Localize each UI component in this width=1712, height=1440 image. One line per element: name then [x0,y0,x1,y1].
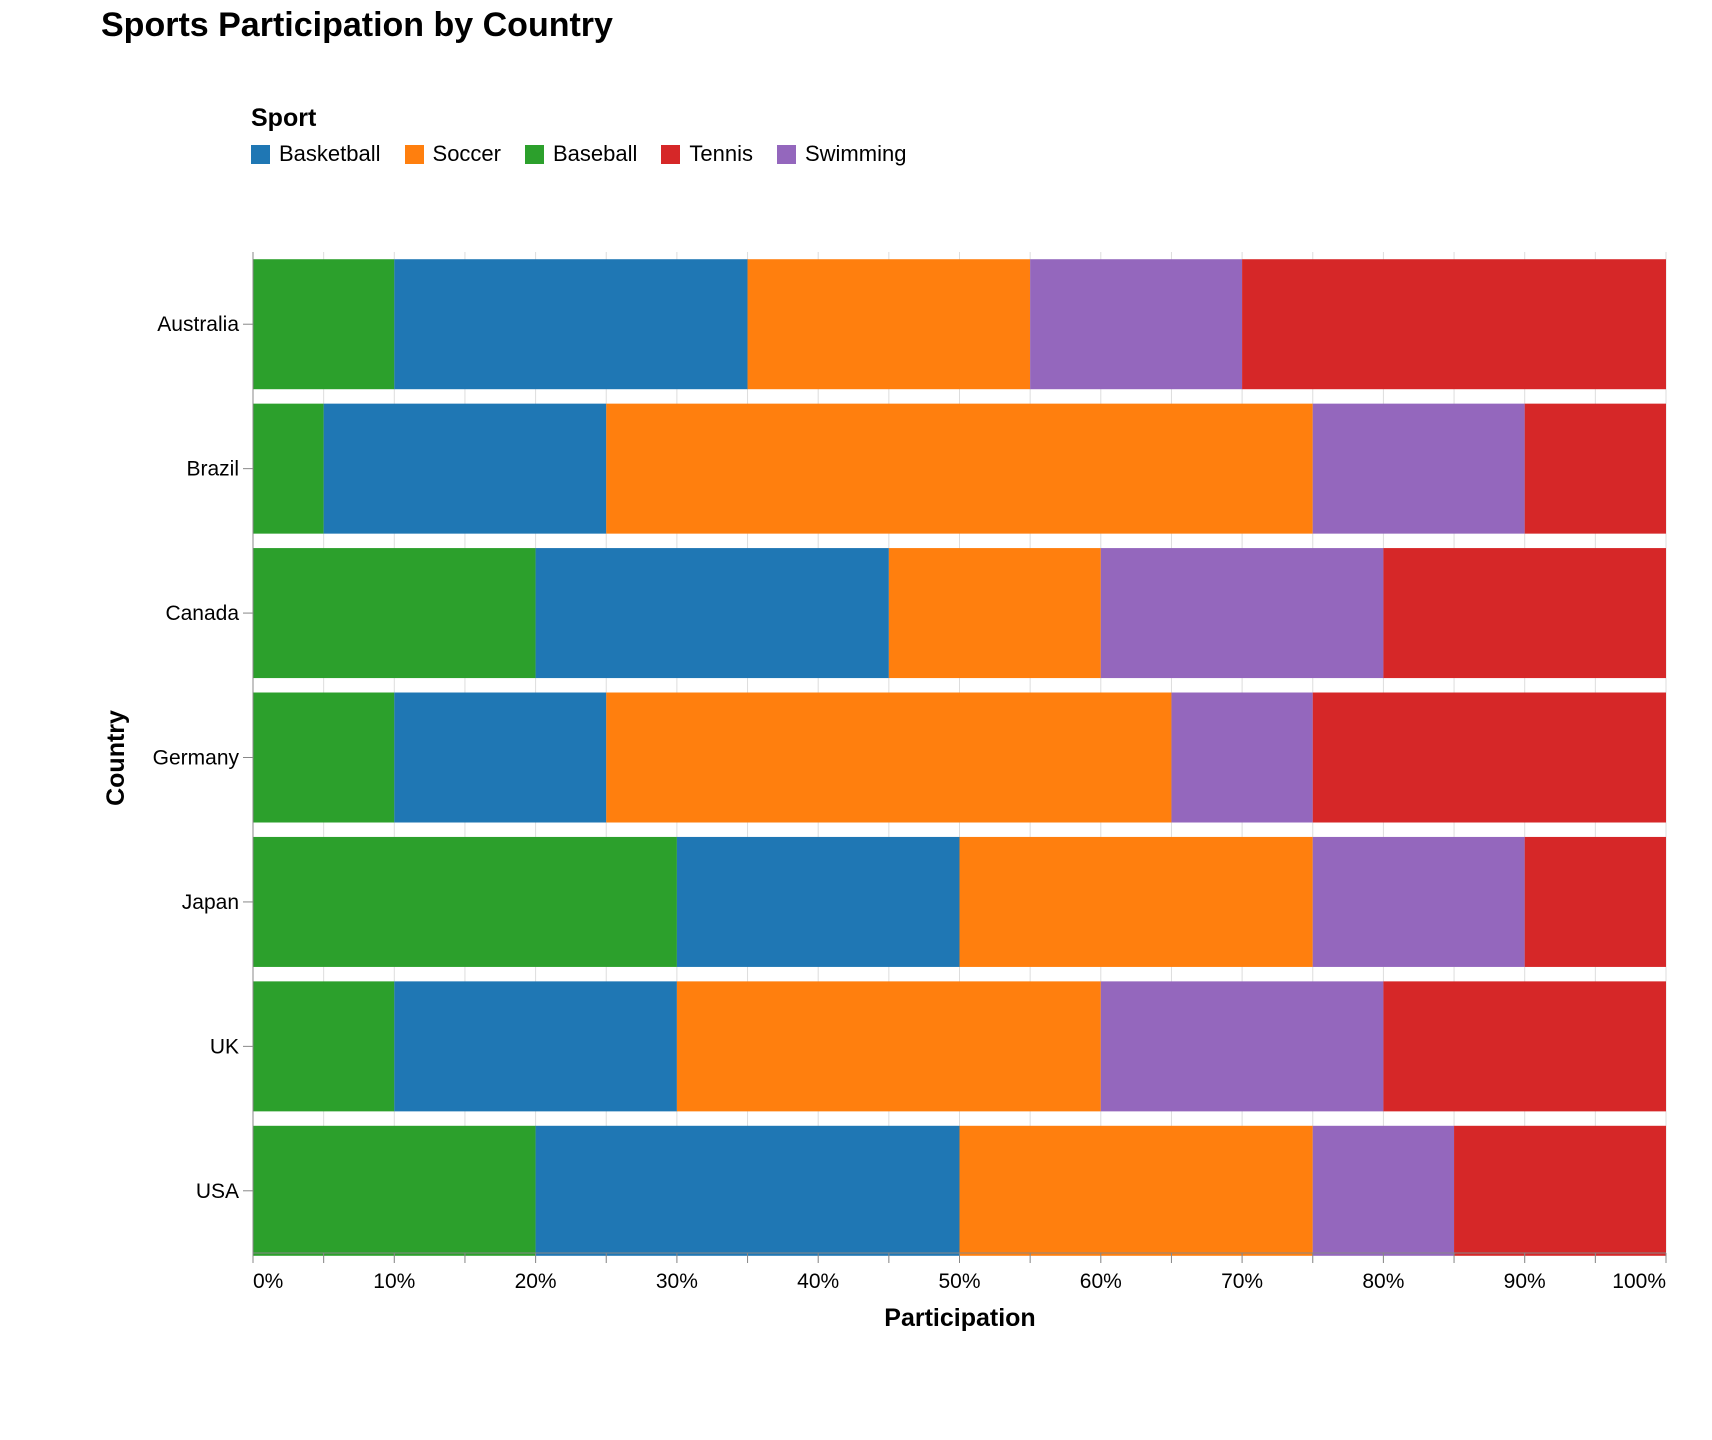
x-tick-label: 50% [938,1270,980,1293]
x-tick-label: 100% [1612,1270,1666,1293]
bar-canada-tennis [1383,548,1666,679]
bar-germany-tennis [1312,692,1666,823]
chart-title: Sports Participation by Country [101,6,613,44]
bar-brazil-basketball [323,403,607,534]
bar-australia-baseball [253,259,395,390]
bar-australia-basketball [394,259,748,390]
legend-label: Swimming [804,141,907,166]
bar-japan-basketball [676,836,960,967]
bar-brazil-swimming [1312,403,1525,534]
bar-brazil-tennis [1524,403,1666,534]
x-axis-title: Participation [884,1304,1035,1332]
legend-item-soccer: Soccer [404,141,501,167]
bar-usa-soccer [959,1125,1313,1256]
y-tick-label: Brazil [186,458,239,481]
x-tick-label: 70% [1221,1270,1263,1293]
y-tick-label: Canada [165,602,239,625]
bar-usa-baseball [253,1125,536,1256]
y-axis-title: Country [102,710,130,806]
legend: Sport Basketball Soccer Baseball Tennis Swim… [251,104,930,167]
legend-title: Sport [251,104,317,132]
legend-swatch [661,144,681,164]
y-tick-label: USA [196,1180,239,1203]
x-tick-label: 20% [515,1270,557,1293]
bars-layer [253,259,1666,1256]
legend-label: Soccer [432,141,501,166]
bar-uk-baseball [253,981,395,1112]
x-tick-label: 90% [1504,1270,1546,1293]
bar-brazil-baseball [253,403,324,534]
y-tick-label: Australia [157,313,239,336]
y-tick-label: Japan [182,891,239,914]
bar-uk-swimming [1100,981,1384,1112]
x-tick-label: 0% [253,1270,283,1293]
bar-uk-soccer [676,981,1101,1112]
legend-items: Basketball Soccer Baseball Tennis Swimming [251,141,930,167]
legend-item-basketball: Basketball [251,141,381,167]
legend-item-baseball: Baseball [525,141,637,167]
bar-japan-swimming [1312,836,1525,967]
bar-germany-soccer [606,692,1172,823]
legend-label: Tennis [689,141,753,166]
bar-canada-baseball [253,548,536,679]
axis-layer: Australia Brazil Canada Germany Japan UK USA 0%… [153,252,1667,1293]
bar-japan-tennis [1524,836,1666,967]
legend-swatch [251,144,270,164]
legend-swatch [525,144,544,164]
bar-germany-basketball [394,692,607,823]
bar-usa-basketball [535,1125,960,1256]
bar-australia-soccer [747,259,1031,390]
x-tick-label: 40% [797,1270,839,1293]
bar-canada-basketball [535,548,889,679]
bar-canada-swimming [1100,548,1384,679]
bar-usa-tennis [1454,1125,1666,1256]
y-tick-label: Germany [153,747,240,770]
legend-label: Basketball [279,141,381,166]
bar-australia-tennis [1242,259,1666,390]
bar-japan-soccer [959,836,1313,967]
legend-swatch [404,144,424,164]
bar-germany-swimming [1171,692,1313,823]
y-tick-label: UK [210,1035,239,1058]
x-tick-label: 60% [1080,1270,1122,1293]
legend-swatch [776,144,796,164]
x-tick-label: 10% [373,1270,415,1293]
bar-uk-tennis [1383,981,1666,1112]
x-tick-label: 80% [1362,1270,1404,1293]
bar-australia-swimming [1030,259,1243,390]
bar-usa-swimming [1312,1125,1455,1256]
legend-label: Baseball [553,141,638,166]
x-tick-label: 30% [656,1270,698,1293]
legend-item-tennis: Tennis [661,141,753,167]
bar-germany-baseball [253,692,395,823]
bar-uk-basketball [394,981,677,1112]
bar-japan-baseball [253,836,677,967]
bar-canada-soccer [888,548,1101,679]
bar-brazil-soccer [606,403,1313,534]
legend-item-swimming: Swimming [776,141,907,167]
